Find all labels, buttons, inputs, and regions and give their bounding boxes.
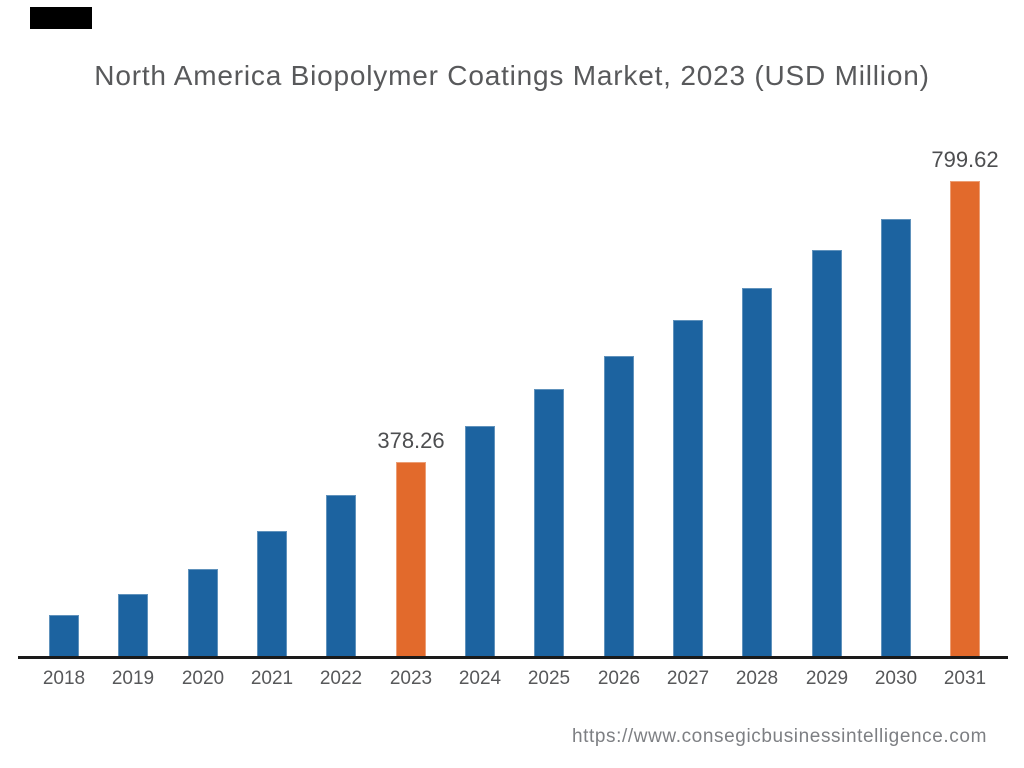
x-tick-2030: 2030 (874, 668, 918, 689)
bar-2025 (534, 389, 564, 658)
bar-2031 (950, 181, 980, 658)
bar-2026 (604, 356, 634, 658)
x-tick-2025: 2025 (527, 668, 571, 689)
value-label-2023: 378.26 (377, 428, 445, 453)
value-label-2031: 799.62 (931, 147, 999, 172)
x-tick-2027: 2027 (666, 668, 710, 689)
bar-2021 (257, 531, 287, 658)
x-tick-2022: 2022 (319, 668, 363, 689)
bar-2020 (188, 569, 218, 658)
bar-2024 (465, 426, 495, 658)
bar-2019 (118, 594, 148, 658)
bar-2029 (812, 250, 842, 658)
bar-2018 (49, 615, 79, 658)
x-tick-2028: 2028 (735, 668, 779, 689)
x-tick-2029: 2029 (805, 668, 849, 689)
x-tick-2024: 2024 (458, 668, 502, 689)
x-tick-2031: 2031 (943, 668, 987, 689)
bar-2023 (396, 462, 426, 658)
bar-2022 (326, 495, 356, 658)
x-tick-2021: 2021 (250, 668, 294, 689)
bar-2028 (742, 288, 772, 658)
x-tick-2020: 2020 (181, 668, 225, 689)
bar-2027 (673, 320, 703, 658)
chart-title: North America Biopolymer Coatings Market… (94, 60, 930, 91)
source-url[interactable]: https://www.consegicbusinessintelligence… (571, 726, 987, 747)
x-tick-2019: 2019 (111, 668, 155, 689)
x-tick-2018: 2018 (42, 668, 86, 689)
x-axis-line (18, 656, 1008, 659)
x-tick-2026: 2026 (597, 668, 641, 689)
x-tick-2023: 2023 (389, 668, 433, 689)
logo-placeholder (30, 7, 92, 29)
bar-2030 (881, 219, 911, 658)
